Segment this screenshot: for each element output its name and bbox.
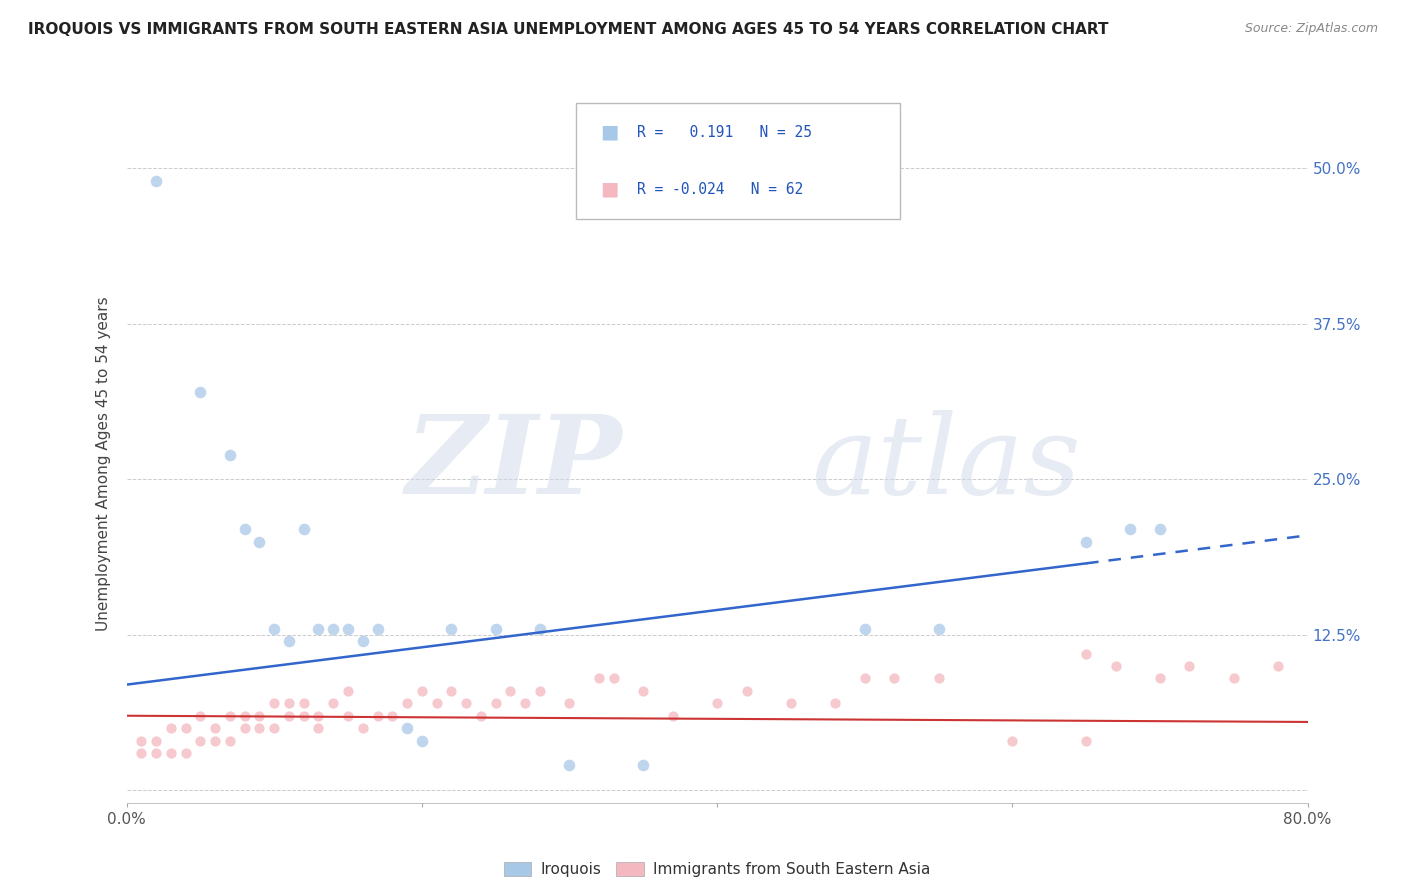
Point (440, 622, 463, 636)
Point (159, 746, 183, 760)
Point (263, 696, 285, 710)
Text: atlas: atlas (811, 410, 1081, 517)
Point (188, 733, 211, 747)
Point (631, 758, 654, 772)
Point (219, 733, 242, 747)
Point (174, 721, 197, 735)
Point (853, 672, 876, 686)
Point (233, 721, 256, 735)
Point (307, 708, 329, 723)
Point (278, 696, 301, 710)
Point (159, 721, 183, 735)
Point (1178, 659, 1201, 673)
Point (1149, 522, 1171, 536)
Point (322, 696, 344, 710)
Point (204, 733, 226, 747)
Text: ZIP: ZIP (406, 410, 623, 517)
Point (1119, 522, 1142, 536)
Point (337, 683, 360, 698)
Point (337, 622, 360, 636)
Point (440, 683, 463, 698)
Point (1149, 672, 1171, 686)
Point (1076, 534, 1098, 549)
Text: Source: ZipAtlas.com: Source: ZipAtlas.com (1244, 22, 1378, 36)
Point (411, 683, 433, 698)
Point (352, 721, 374, 735)
Point (883, 672, 905, 686)
Point (263, 721, 285, 735)
Point (188, 708, 211, 723)
Point (529, 683, 551, 698)
Point (145, 733, 167, 747)
Point (337, 708, 360, 723)
Point (278, 634, 301, 648)
Point (366, 622, 388, 636)
Point (631, 683, 654, 698)
Point (1001, 733, 1024, 747)
Point (366, 708, 388, 723)
Point (322, 622, 344, 636)
Y-axis label: Unemployment Among Ages 45 to 54 years: Unemployment Among Ages 45 to 54 years (96, 296, 111, 632)
Point (853, 622, 876, 636)
Point (425, 696, 447, 710)
Point (129, 746, 153, 760)
Point (233, 708, 256, 723)
Text: R =   0.191   N = 25: R = 0.191 N = 25 (637, 125, 811, 139)
Point (174, 746, 197, 760)
Point (529, 622, 551, 636)
Point (1105, 659, 1128, 673)
Point (278, 708, 301, 723)
Point (219, 708, 242, 723)
Point (307, 622, 329, 636)
Point (381, 708, 404, 723)
Point (204, 721, 226, 735)
Point (188, 385, 211, 400)
Point (824, 696, 846, 710)
Point (145, 174, 167, 188)
Legend: Iroquois, Immigrants from South Eastern Asia: Iroquois, Immigrants from South Eastern … (498, 856, 936, 883)
Point (558, 696, 581, 710)
Point (292, 696, 315, 710)
Text: ■: ■ (600, 179, 619, 199)
Point (484, 696, 508, 710)
Text: ■: ■ (600, 122, 619, 142)
Point (411, 733, 433, 747)
Point (515, 696, 537, 710)
Point (588, 672, 610, 686)
Point (661, 708, 683, 723)
Point (558, 758, 581, 772)
Point (603, 672, 626, 686)
Point (247, 708, 270, 723)
Point (396, 696, 419, 710)
Point (735, 683, 758, 698)
Point (247, 721, 270, 735)
Point (499, 683, 522, 698)
Point (454, 696, 477, 710)
Point (292, 522, 315, 536)
Point (263, 622, 285, 636)
Point (928, 672, 950, 686)
Point (1076, 647, 1098, 661)
Text: IROQUOIS VS IMMIGRANTS FROM SOUTH EASTERN ASIA UNEMPLOYMENT AMONG AGES 45 TO 54 : IROQUOIS VS IMMIGRANTS FROM SOUTH EASTER… (28, 22, 1108, 37)
Point (396, 721, 419, 735)
Point (352, 634, 374, 648)
Point (145, 746, 167, 760)
Point (292, 708, 315, 723)
Point (129, 733, 153, 747)
Point (779, 696, 801, 710)
Point (928, 622, 950, 636)
Point (1267, 659, 1289, 673)
Point (706, 696, 728, 710)
Point (219, 448, 242, 462)
Point (233, 522, 256, 536)
Point (307, 721, 329, 735)
Text: R = -0.024   N = 62: R = -0.024 N = 62 (637, 182, 803, 196)
Point (1222, 672, 1246, 686)
Point (470, 708, 492, 723)
Point (484, 622, 508, 636)
Point (1076, 733, 1098, 747)
Point (247, 534, 270, 549)
